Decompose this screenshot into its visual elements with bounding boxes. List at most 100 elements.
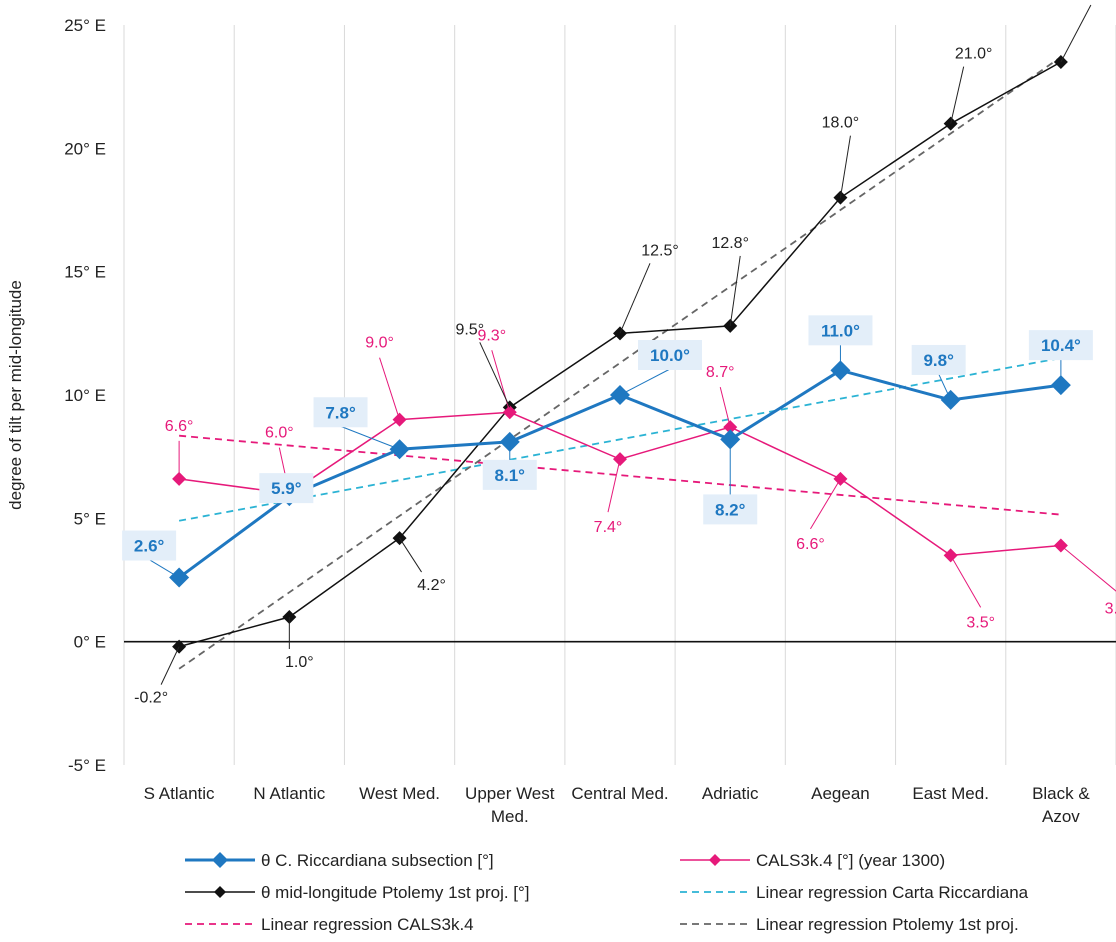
data-label-box [808, 315, 873, 346]
leader-line [729, 255, 741, 327]
data-label: 7.4° [594, 519, 623, 536]
y-tick-label: 0° E [74, 633, 106, 652]
leader-line [399, 537, 422, 573]
leader-line [148, 559, 180, 578]
legend-label: Linear regression Ptolemy 1st proj. [756, 915, 1019, 934]
x-tick-label: N Atlantic [253, 784, 325, 803]
x-tick-label: Central Med. [571, 784, 668, 803]
data-label: 4.2° [417, 577, 446, 594]
data-label: 5.9° [271, 479, 302, 498]
data-label: 9.3° [477, 327, 506, 344]
data-label: -0.2° [134, 690, 168, 707]
x-tick-line: Upper West [465, 784, 555, 803]
data-label: 18.0° [822, 115, 860, 132]
data-label-box [638, 340, 702, 370]
leader-line [619, 263, 651, 334]
leader-line [491, 350, 511, 413]
data-label: 6.6° [165, 418, 194, 435]
data-label-box [259, 473, 314, 504]
legend-marker [214, 886, 226, 898]
data-labels: 6.6° 6.0° 9.0° 9.3° 7.4° 8.7° 6.6° 3.5° 3.9° -0.2… [122, 0, 1116, 707]
data-label-box [122, 530, 177, 561]
data-label-box [482, 459, 537, 490]
leader-line [160, 646, 180, 685]
leader-line [719, 386, 731, 428]
data-label-box [1028, 330, 1093, 361]
data-label: 21.0° [955, 46, 993, 63]
x-tick-line: Central Med. [571, 784, 668, 803]
leader-line [379, 357, 401, 420]
legend-label: θ mid-longitude Ptolemy 1st proj. [°] [261, 883, 530, 902]
leader-line [810, 478, 841, 530]
x-tick-label: Adriatic [702, 784, 759, 803]
data-label: 10.4° [1041, 336, 1081, 355]
leader-line [619, 368, 671, 396]
data-label: 1.0° [285, 654, 314, 671]
leader-line [1060, 4, 1092, 63]
x-tick-line: Black & [1032, 784, 1090, 803]
trendline [178, 357, 1062, 522]
legend-label: θ C. Riccardiana subsection [°] [261, 851, 494, 870]
legend-item: Linear regression CALS3k.4 [185, 915, 474, 934]
legend-marker [212, 852, 228, 868]
y-axis-label: degree of tilt per mid-longitude [6, 280, 25, 510]
leader-line [950, 66, 965, 124]
data-point [943, 116, 958, 131]
data-label: 8.2° [715, 500, 746, 519]
data-label: 7.8° [325, 403, 356, 422]
x-tick-line: Adriatic [702, 784, 759, 803]
x-tick-line: Med. [491, 807, 529, 826]
data-label: 2.6° [134, 537, 165, 556]
x-tick-line: N Atlantic [253, 784, 325, 803]
x-tick-label: East Med. [912, 784, 989, 803]
x-tick-line: West Med. [359, 784, 440, 803]
leader-line [839, 135, 851, 198]
data-label: 3.5° [966, 614, 995, 631]
leader-line [479, 342, 511, 408]
x-tick-label: S Atlantic [144, 784, 215, 803]
legend-item: θ mid-longitude Ptolemy 1st proj. [°] [185, 883, 530, 902]
trendline [178, 56, 1062, 670]
leader-line [607, 459, 621, 513]
y-tick-label: 5° E [74, 509, 106, 528]
data-label: 8.7° [706, 364, 735, 381]
x-tick-label: West Med. [359, 784, 440, 803]
data-label: 8.1° [495, 466, 526, 485]
leader-line [950, 555, 982, 608]
y-tick-label: 20° E [64, 139, 106, 158]
legend-item: θ C. Riccardiana subsection [°] [185, 851, 494, 870]
legend-item: Linear regression Ptolemy 1st proj. [680, 915, 1019, 934]
data-label: 9.0° [365, 335, 394, 352]
leader-line [1060, 545, 1116, 592]
y-tick-label: 10° E [64, 386, 106, 405]
x-tick-line: East Med. [912, 784, 989, 803]
data-label: 12.8° [711, 235, 749, 252]
data-label-box [911, 344, 966, 375]
legend-item: Linear regression Carta Riccardiana [680, 883, 1029, 902]
y-tick-label: 15° E [64, 263, 106, 282]
data-label-box [703, 494, 758, 525]
legend-label: CALS3k.4 [°] (year 1300) [756, 851, 945, 870]
legend-marker [709, 854, 721, 866]
trendline [179, 434, 1061, 516]
data-label: 12.5° [641, 242, 679, 259]
trendlines [178, 56, 1062, 670]
x-axis-tick-labels: S Atlantic N Atlantic West Med. Upper West M… [144, 784, 1091, 826]
legend-label: Linear regression CALS3k.4 [261, 915, 474, 934]
leader-line [340, 425, 400, 450]
data-label: 23.5° [1082, 0, 1116, 1]
y-tick-label: -5° E [68, 756, 106, 775]
data-label: 9.5° [455, 321, 484, 338]
x-tick-label: Black & Azov [1032, 784, 1090, 826]
y-axis-tick-labels: -5° E 0° E 5° E 10° E 15° E 20° E 25° E [64, 16, 106, 775]
x-tick-label: Aegean [811, 784, 870, 803]
legend-label: Linear regression Carta Riccardiana [756, 883, 1029, 902]
data-label-box [313, 397, 368, 428]
data-label: 11.0° [821, 321, 860, 340]
legend-item: CALS3k.4 [°] (year 1300) [680, 851, 945, 870]
leader-line [938, 373, 952, 401]
data-label: 9.8° [923, 351, 954, 370]
data-label: 3.9° [1105, 600, 1116, 617]
x-tick-line: S Atlantic [144, 784, 215, 803]
